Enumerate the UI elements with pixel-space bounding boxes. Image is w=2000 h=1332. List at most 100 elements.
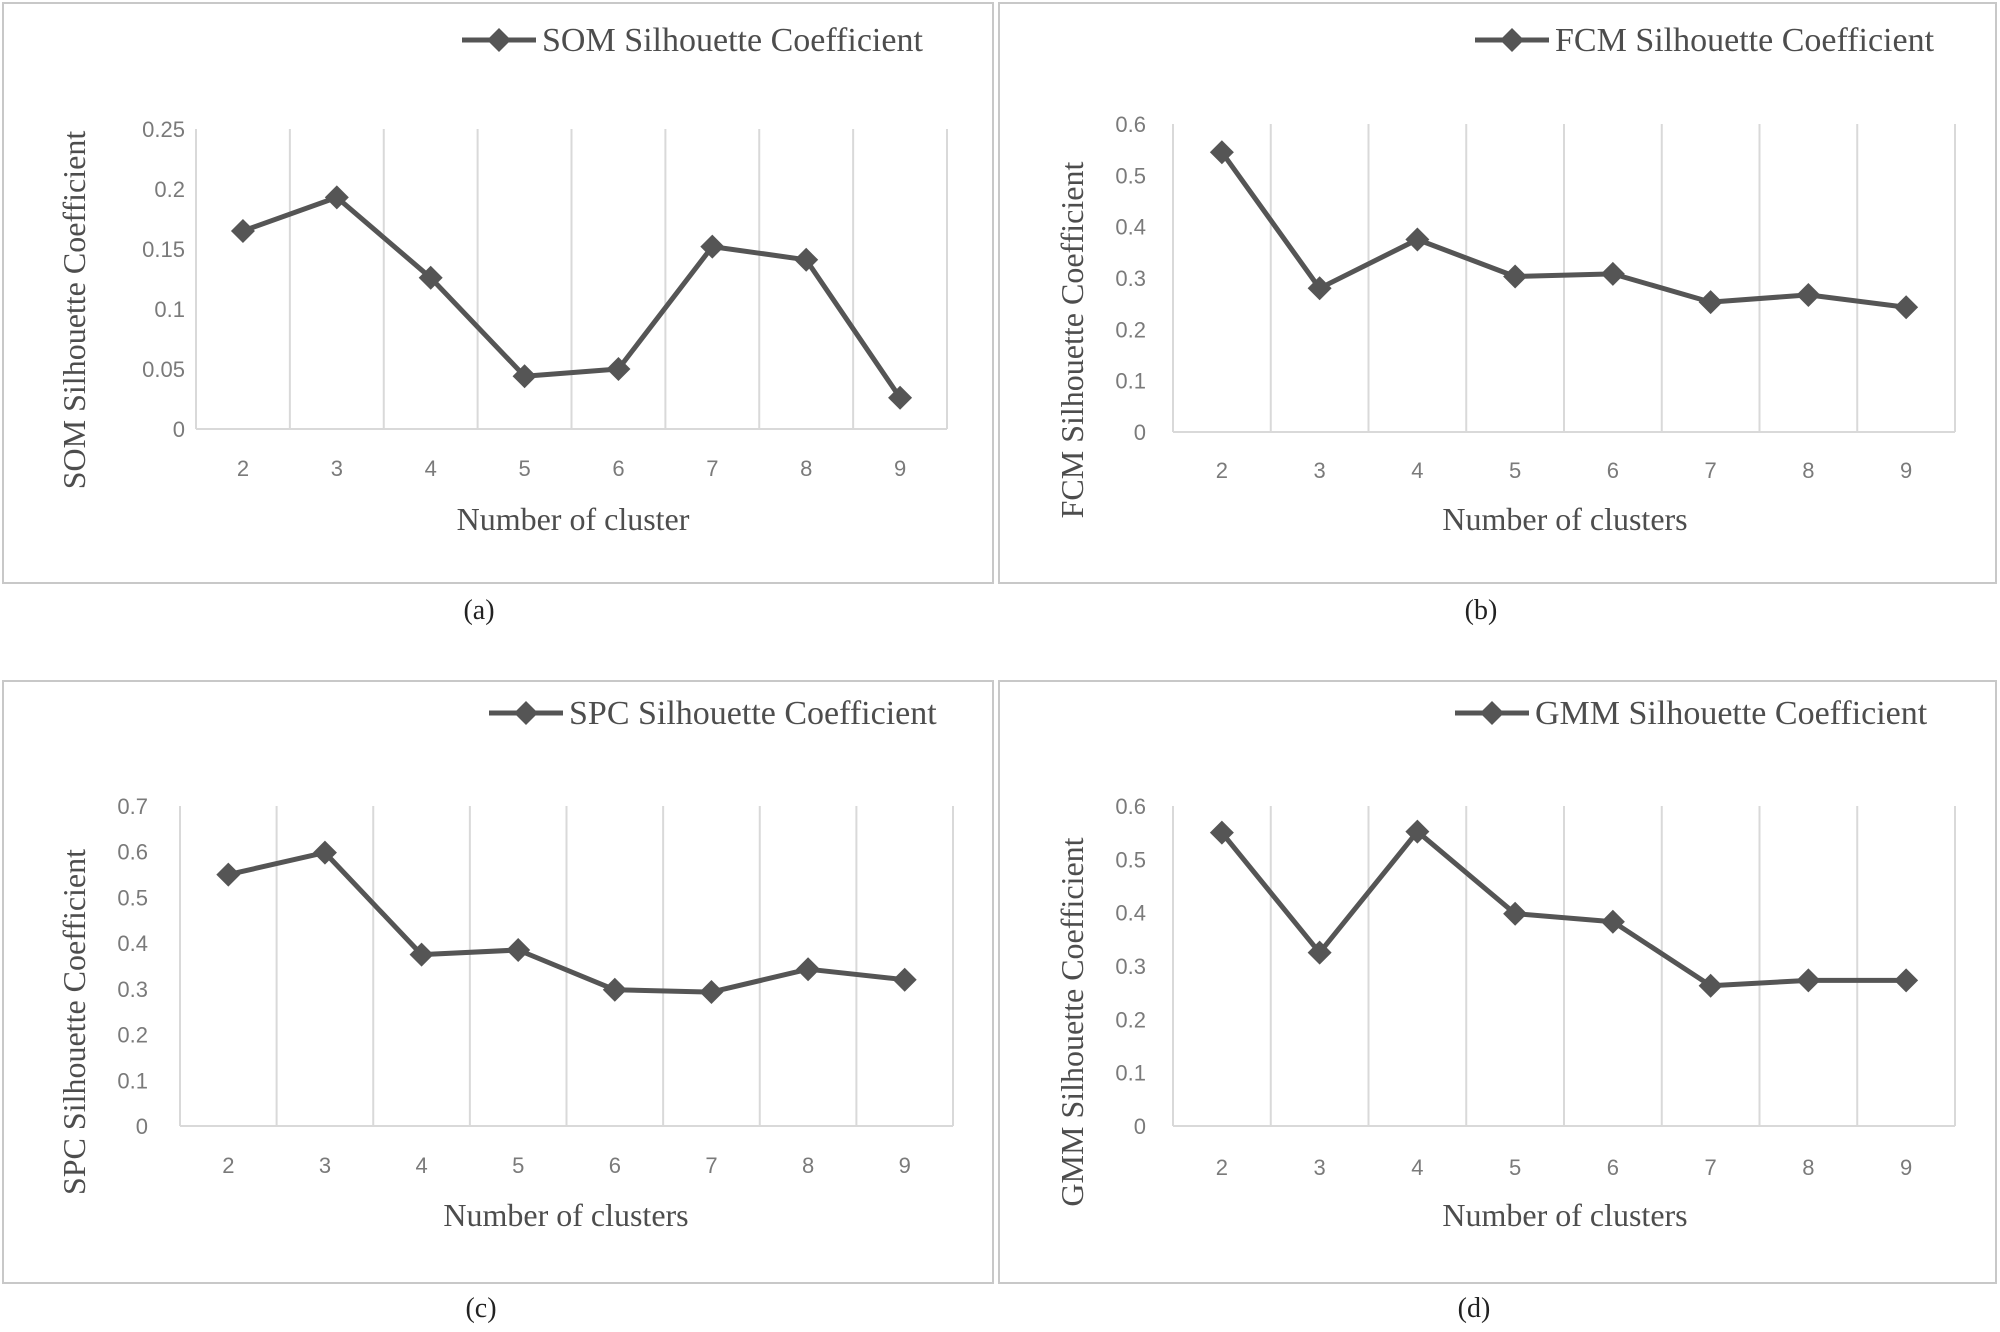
y-tick-c-7: 0.7 [117,794,148,819]
panel-caption-c: (c) [465,1293,496,1324]
data-point-b-3 [1307,276,1332,301]
x-tick-c-7: 9 [899,1153,911,1178]
y-axis-title-a: SOM Silhouette Coefficient [56,131,92,490]
y-tick-b-4: 0.4 [1115,215,1146,240]
y-axis-title-c: SPC Silhouette Coefficient [56,849,92,1195]
gridlines-b [1172,124,1956,432]
y-tick-a-5: 0.25 [142,117,185,142]
chart-frame-a [2,2,994,584]
data-point-d-9 [1894,968,1919,993]
x-tick-a-7: 9 [894,456,906,481]
legend-label-d: GMM Silhouette Coefficient [1535,695,1928,732]
y-tick-labels-c: 0 0.1 0.2 0.3 0.4 0.5 0.6 0.7 [117,794,148,1139]
chart-frame-c [2,680,994,1284]
x-tick-b-3: 5 [1509,458,1521,483]
x-tick-c-2: 4 [415,1153,427,1178]
x-tick-c-3: 5 [512,1153,524,1178]
y-tick-a-4: 0.2 [154,177,185,202]
data-point-c-5 [506,938,531,962]
y-tick-a-1: 0.05 [142,357,185,382]
series-line-b [1219,150,1907,310]
x-tick-labels-d: 2 3 4 5 6 7 8 9 [1216,1155,1913,1180]
x-tick-a-1: 3 [331,456,343,481]
data-point-c-9 [892,967,917,992]
y-tick-b-0: 0 [1134,420,1146,445]
x-tick-d-4: 6 [1607,1155,1619,1180]
data-point-d-3 [1307,940,1332,965]
gridlines-d [1172,806,1956,1126]
x-tick-d-1: 3 [1314,1155,1326,1180]
legend-label-b: FCM Silhouette Coefficient [1555,22,1935,59]
chart-frame-b [998,2,1997,584]
x-tick-d-5: 7 [1705,1155,1717,1180]
data-point-a-2 [230,219,255,243]
y-tick-b-2: 0.2 [1115,317,1146,342]
x-tick-b-0: 2 [1216,458,1228,483]
data-point-c-4 [409,942,434,967]
data-point-a-9 [888,385,913,410]
data-point-c-8 [796,957,821,982]
y-tick-d-0: 0 [1134,1114,1146,1139]
y-tick-b-1: 0.1 [1115,369,1146,394]
y-tick-c-0: 0 [136,1114,148,1139]
data-point-d-6 [1600,909,1625,934]
data-point-b-7 [1698,290,1723,315]
x-axis-title-a: Number of cluster [457,501,690,537]
data-point-c-2 [216,862,241,887]
y-axis-title-b: FCM Silhouette Coefficient [1054,162,1090,519]
x-tick-d-7: 9 [1900,1155,1912,1180]
x-tick-c-1: 3 [319,1153,331,1178]
legend-label-c: SPC Silhouette Coefficient [569,695,937,732]
y-tick-a-0: 0 [173,417,185,442]
legend-marker-a [487,28,511,52]
y-tick-b-3: 0.3 [1115,266,1146,291]
y-axis-title-d: GMM Silhouette Coefficient [1054,837,1090,1206]
data-point-b-9 [1894,295,1919,320]
panel-caption-a: (a) [463,595,494,626]
data-point-a-7 [700,234,725,259]
legend-a: SOM Silhouette Coefficient [462,22,923,59]
x-tick-c-0: 2 [222,1153,234,1178]
x-tick-d-3: 5 [1509,1155,1521,1180]
y-tick-d-2: 0.2 [1115,1007,1146,1032]
series-line-d [1219,829,1907,989]
data-point-a-4 [418,265,443,290]
data-point-d-5 [1503,901,1528,926]
x-tick-a-4: 6 [612,456,624,481]
y-tick-c-2: 0.2 [117,1023,148,1048]
gridlines-c [179,806,954,1126]
y-tick-a-2: 0.1 [154,297,185,322]
data-point-a-8 [794,247,819,272]
gridlines-a [195,129,948,429]
data-point-b-5 [1503,264,1528,289]
data-point-d-8 [1796,968,1821,993]
chart-panel-c: SPC Silhouette Coefficient SPC Silhouett… [2,680,994,1284]
x-tick-b-6: 8 [1802,458,1814,483]
x-axis-title-d: Number of clusters [1442,1197,1687,1233]
data-point-b-6 [1600,261,1625,286]
y-tick-a-3: 0.15 [142,237,185,262]
data-point-c-6 [602,977,627,1002]
x-tick-b-7: 9 [1900,458,1912,483]
y-tick-c-6: 0.6 [117,840,148,865]
x-tick-c-5: 7 [705,1153,717,1178]
chart-panel-b: FCM Silhouette Coefficient FCM Silhouett… [998,2,1997,584]
data-point-c-7 [699,980,724,1005]
x-tick-d-6: 8 [1802,1155,1814,1180]
x-tick-a-2: 4 [425,456,437,481]
data-point-c-3 [312,840,337,865]
data-point-d-2 [1209,820,1234,845]
legend-marker-d [1480,701,1504,725]
y-tick-labels-a: 0 0.05 0.1 0.15 0.2 0.25 [142,117,185,442]
y-tick-c-1: 0.1 [117,1068,148,1093]
x-tick-b-5: 7 [1705,458,1717,483]
x-tick-b-4: 6 [1607,458,1619,483]
data-point-a-3 [324,185,349,210]
x-tick-b-1: 3 [1314,458,1326,483]
series-markers-b [1209,140,1919,320]
data-point-b-2 [1209,140,1234,165]
x-tick-d-2: 4 [1411,1155,1423,1180]
series-line-c [227,850,905,995]
y-tick-b-5: 0.5 [1115,163,1146,188]
